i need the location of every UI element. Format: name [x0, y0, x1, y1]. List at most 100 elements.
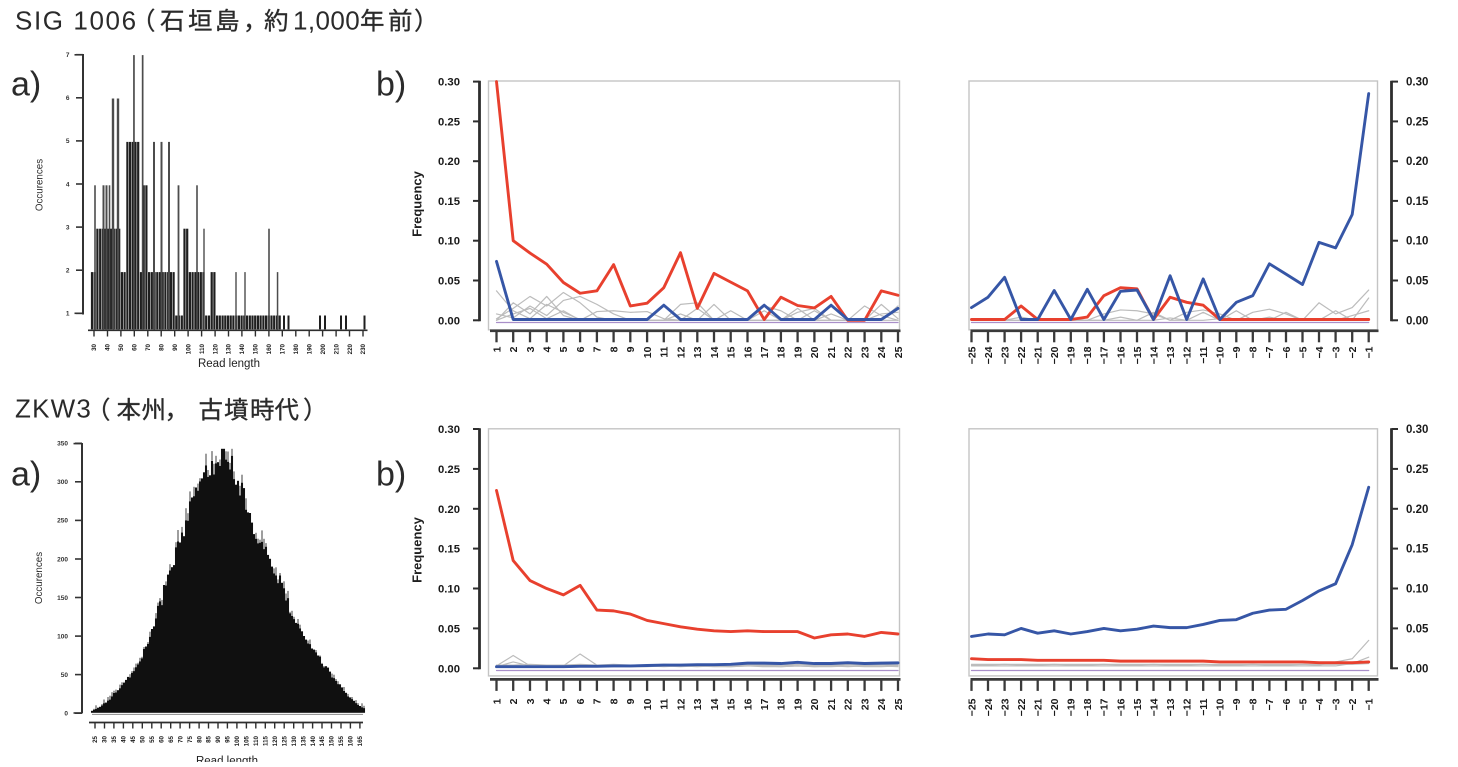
svg-text:50: 50: [118, 343, 125, 350]
svg-text:20: 20: [809, 698, 821, 710]
svg-text:15: 15: [726, 698, 738, 710]
svg-text:24: 24: [876, 698, 888, 710]
svg-text:0.05: 0.05: [1406, 276, 1429, 288]
svg-text:−22: −22: [1016, 698, 1028, 716]
svg-text:b): b): [376, 456, 406, 494]
svg-text:−1: −1: [1364, 698, 1376, 710]
svg-text:−18: −18: [1082, 698, 1094, 716]
svg-text:12: 12: [675, 698, 687, 710]
svg-text:90: 90: [172, 343, 179, 350]
svg-text:20: 20: [809, 346, 821, 358]
svg-text:230: 230: [360, 343, 367, 354]
svg-text:22: 22: [843, 346, 855, 358]
svg-text:19: 19: [792, 698, 804, 710]
svg-text:100: 100: [57, 633, 68, 640]
svg-text:2: 2: [508, 698, 520, 704]
svg-text:−3: −3: [1330, 698, 1342, 710]
svg-text:135: 135: [300, 735, 307, 746]
svg-text:Frequency: Frequency: [410, 170, 425, 237]
svg-text:0.10: 0.10: [438, 236, 460, 248]
svg-text:17: 17: [759, 698, 771, 710]
svg-text:70: 70: [177, 735, 184, 742]
svg-text:−7: −7: [1264, 698, 1276, 710]
svg-text:22: 22: [843, 698, 855, 710]
svg-text:50: 50: [61, 672, 69, 679]
svg-text:90: 90: [215, 735, 222, 742]
svg-text:6: 6: [575, 346, 587, 352]
svg-text:1,000: 1,000: [293, 6, 360, 36]
svg-text:0.00: 0.00: [438, 315, 460, 327]
svg-text:−15: −15: [1132, 346, 1144, 364]
svg-text:0.20: 0.20: [1406, 156, 1428, 168]
svg-text:2: 2: [508, 346, 520, 352]
svg-text:−19: −19: [1066, 698, 1078, 716]
svg-text:150: 150: [57, 595, 68, 602]
svg-text:0.00: 0.00: [1406, 663, 1428, 675]
svg-text:75: 75: [187, 735, 194, 742]
svg-text:−19: −19: [1066, 346, 1078, 364]
svg-text:9: 9: [625, 698, 637, 704]
svg-text:−10: −10: [1215, 698, 1227, 716]
svg-text:60: 60: [158, 735, 165, 742]
svg-text:0.25: 0.25: [1406, 116, 1429, 128]
svg-text:85: 85: [206, 735, 213, 742]
svg-text:7: 7: [592, 346, 604, 352]
svg-text:10: 10: [642, 346, 654, 358]
svg-text:100: 100: [234, 735, 241, 746]
svg-text:−4: −4: [1314, 346, 1326, 358]
svg-text:19: 19: [792, 346, 804, 358]
svg-text:115: 115: [262, 735, 269, 746]
svg-text:70: 70: [145, 343, 152, 350]
svg-text:9: 9: [625, 346, 637, 352]
svg-text:8: 8: [608, 346, 620, 352]
svg-text:50: 50: [140, 735, 147, 742]
svg-text:200: 200: [320, 343, 327, 354]
svg-text:6: 6: [575, 698, 587, 704]
svg-text:1: 1: [491, 346, 503, 352]
svg-text:−20: −20: [1049, 346, 1061, 364]
svg-text:25: 25: [893, 346, 905, 358]
svg-text:21: 21: [826, 346, 838, 358]
svg-text:−16: −16: [1115, 346, 1127, 364]
svg-text:−9: −9: [1231, 698, 1243, 710]
svg-text:3: 3: [66, 224, 70, 231]
svg-text:0.15: 0.15: [1406, 196, 1429, 208]
svg-text:0.10: 0.10: [1406, 236, 1428, 248]
svg-text:−23: −23: [999, 346, 1011, 364]
svg-text:140: 140: [310, 735, 317, 746]
svg-text:−13: −13: [1165, 346, 1177, 364]
svg-text:25: 25: [893, 698, 905, 710]
svg-text:0.05: 0.05: [438, 276, 460, 288]
svg-text:1: 1: [66, 311, 70, 318]
svg-text:−7: −7: [1264, 346, 1276, 358]
svg-text:11: 11: [659, 346, 671, 357]
svg-text:b): b): [376, 66, 406, 104]
svg-text:190: 190: [306, 343, 313, 354]
svg-text:125: 125: [281, 735, 288, 746]
svg-text:−24: −24: [983, 698, 995, 716]
svg-text:−9: −9: [1231, 346, 1243, 358]
svg-text:170: 170: [280, 343, 287, 354]
svg-text:−5: −5: [1297, 346, 1309, 358]
svg-text:Read length: Read length: [198, 358, 260, 370]
svg-text:−5: −5: [1297, 698, 1309, 710]
svg-text:105: 105: [244, 735, 251, 746]
svg-text:−24: −24: [983, 346, 995, 364]
svg-text:210: 210: [333, 343, 340, 354]
svg-text:−11: −11: [1198, 346, 1210, 363]
svg-text:165: 165: [357, 735, 364, 746]
svg-text:100: 100: [185, 343, 192, 354]
svg-text:−10: −10: [1215, 346, 1227, 364]
svg-text:250: 250: [57, 518, 68, 525]
svg-text:0.00: 0.00: [438, 663, 460, 675]
svg-text:0.20: 0.20: [438, 504, 460, 516]
svg-text:0.05: 0.05: [1406, 623, 1429, 635]
svg-text:0.30: 0.30: [438, 424, 460, 436]
svg-text:130: 130: [226, 343, 233, 354]
svg-text:−25: −25: [966, 346, 978, 364]
svg-text:0.25: 0.25: [438, 464, 460, 476]
svg-text:6: 6: [66, 95, 70, 102]
svg-text:0.30: 0.30: [1406, 424, 1428, 436]
svg-text:13: 13: [692, 698, 704, 710]
svg-text:0.20: 0.20: [438, 156, 460, 168]
